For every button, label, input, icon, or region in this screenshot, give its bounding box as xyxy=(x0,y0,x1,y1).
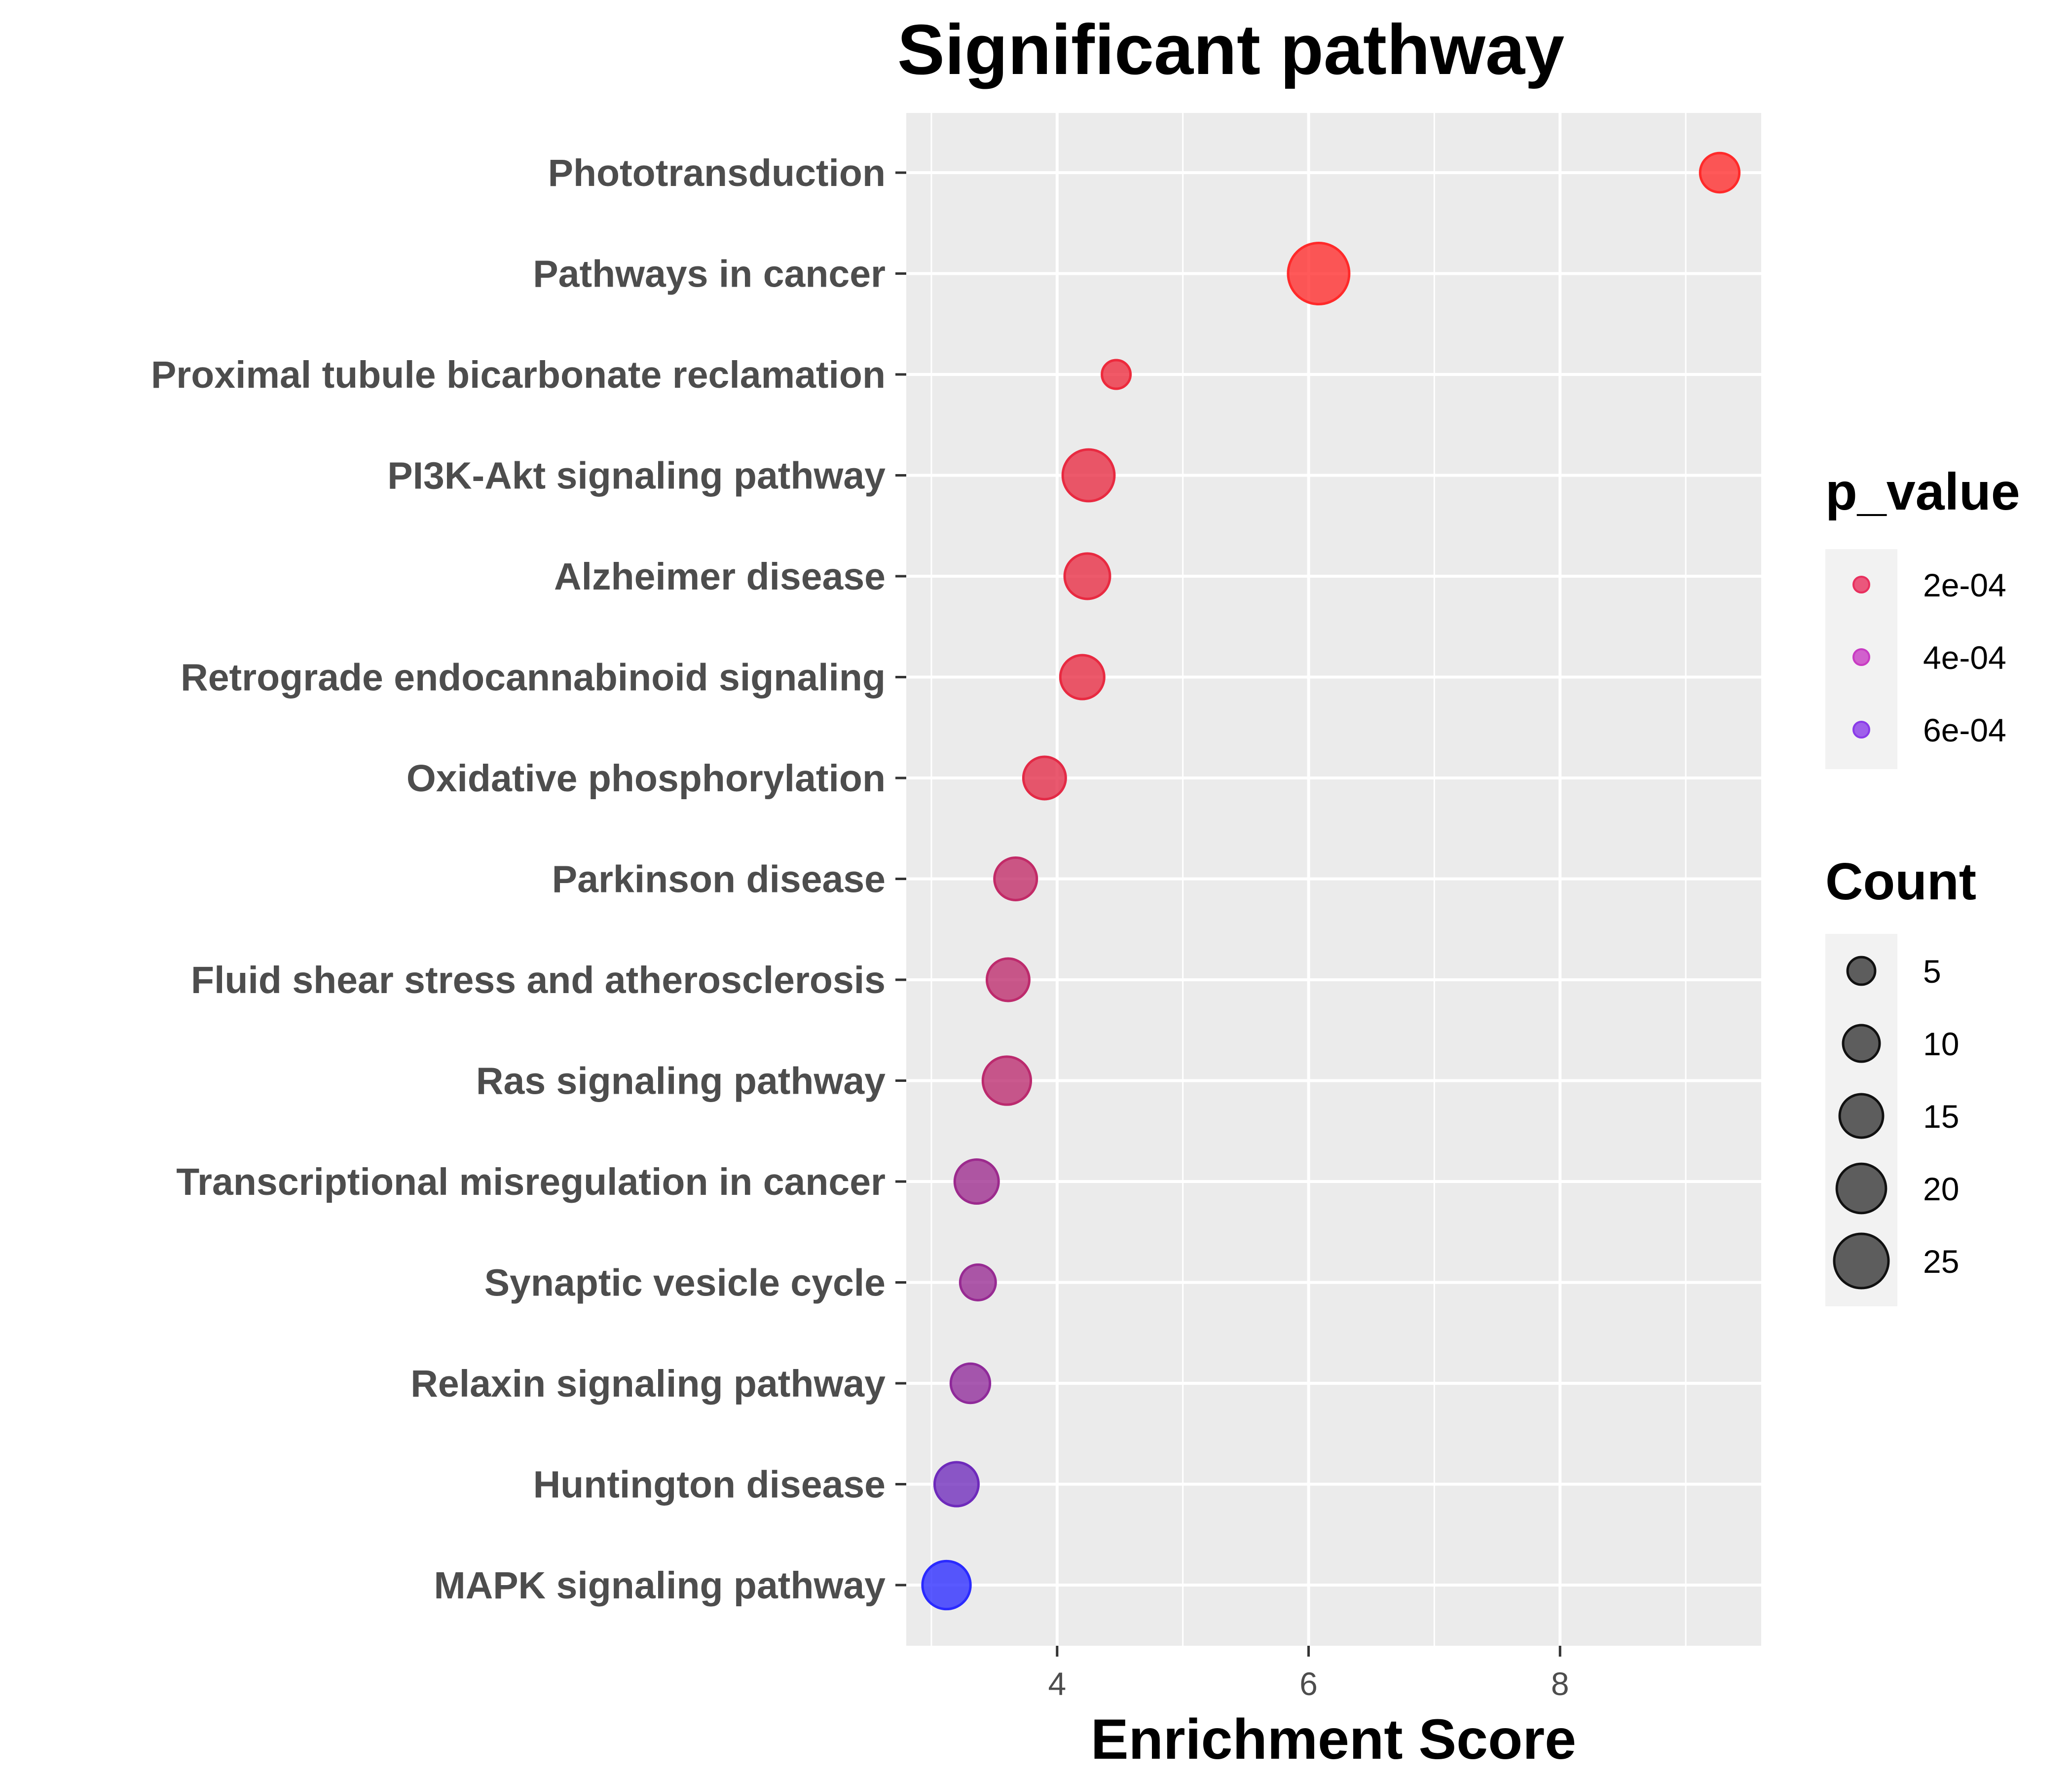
legend-label: 20 xyxy=(1923,1171,1959,1207)
legend-key xyxy=(1842,1024,1881,1063)
data-point xyxy=(1063,552,1111,600)
x-tick-label: 8 xyxy=(1551,1665,1569,1702)
data-point xyxy=(921,1559,972,1611)
y-axis: Phototransduction Pathways in cancer Proxi… xyxy=(151,152,906,1607)
legend-label: 4e-04 xyxy=(1923,639,2006,676)
legend-key xyxy=(1838,1093,1885,1139)
y-tick-label: Transcriptional misregulation in cancer xyxy=(176,1161,886,1203)
legend-key xyxy=(1852,648,1870,666)
legend-key xyxy=(1846,956,1877,986)
x-axis: 4 6 8 xyxy=(1048,1646,1569,1702)
legend-key xyxy=(1833,1232,1890,1290)
y-tick-label: Huntington disease xyxy=(533,1464,886,1506)
count-legend: Count 5 10 15 20 25 xyxy=(1825,852,1976,1306)
data-point xyxy=(953,1158,1000,1205)
data-point xyxy=(959,1263,997,1302)
legend-label: 6e-04 xyxy=(1923,712,2006,748)
grid-lines xyxy=(906,113,1761,1646)
legend-label: 5 xyxy=(1923,953,1941,990)
chart-title: Significant pathway xyxy=(897,10,1564,89)
p-value-legend: p_value 2e-04 4e-04 6e-04 xyxy=(1825,463,2020,769)
x-tick-label: 4 xyxy=(1048,1665,1066,1702)
data-point xyxy=(1022,755,1067,801)
data-point xyxy=(933,1461,980,1508)
y-tick-label: Alzheimer disease xyxy=(554,555,886,598)
p-value-legend-title: p_value xyxy=(1825,463,2020,521)
y-tick-label: Synaptic vesicle cycle xyxy=(484,1262,886,1304)
data-point xyxy=(949,1362,992,1405)
y-tick-label: Pathways in cancer xyxy=(533,253,886,296)
y-tick-label: Oxidative phosphorylation xyxy=(407,757,886,800)
data-point xyxy=(981,1055,1033,1106)
legend-label: 10 xyxy=(1923,1026,1959,1062)
legend-key xyxy=(1835,1162,1887,1215)
y-tick-label: Parkinson disease xyxy=(552,858,886,901)
legend-label: 25 xyxy=(1923,1243,1959,1280)
data-point xyxy=(1101,359,1132,390)
y-tick-label: PI3K-Akt signaling pathway xyxy=(387,455,886,497)
y-tick-label: Fluid shear stress and atherosclerosis xyxy=(191,959,886,1001)
legend-label: 2e-04 xyxy=(1923,567,2006,603)
data-point xyxy=(993,856,1038,901)
y-tick-label: Relaxin signaling pathway xyxy=(410,1363,886,1405)
y-tick-label: MAPK signaling pathway xyxy=(434,1564,886,1607)
x-axis-title: Enrichment Score xyxy=(1091,1708,1576,1771)
legend-key xyxy=(1852,576,1870,593)
data-point xyxy=(1287,242,1351,305)
y-tick-label: Proximal tubule bicarbonate reclamation xyxy=(151,354,886,396)
y-tick-label: Phototransduction xyxy=(548,152,886,194)
data-point xyxy=(1699,151,1741,194)
legend-label: 15 xyxy=(1923,1098,1959,1135)
y-tick-label: Ras signaling pathway xyxy=(476,1060,886,1103)
count-legend-title: Count xyxy=(1825,852,1976,911)
y-tick-label: Retrograde endocannabinoid signaling xyxy=(181,657,886,699)
x-tick-label: 6 xyxy=(1299,1665,1318,1702)
data-points xyxy=(921,151,1741,1611)
legend-key xyxy=(1852,721,1870,739)
data-point xyxy=(985,957,1031,1002)
data-point xyxy=(1059,654,1106,701)
data-point xyxy=(1061,448,1116,503)
